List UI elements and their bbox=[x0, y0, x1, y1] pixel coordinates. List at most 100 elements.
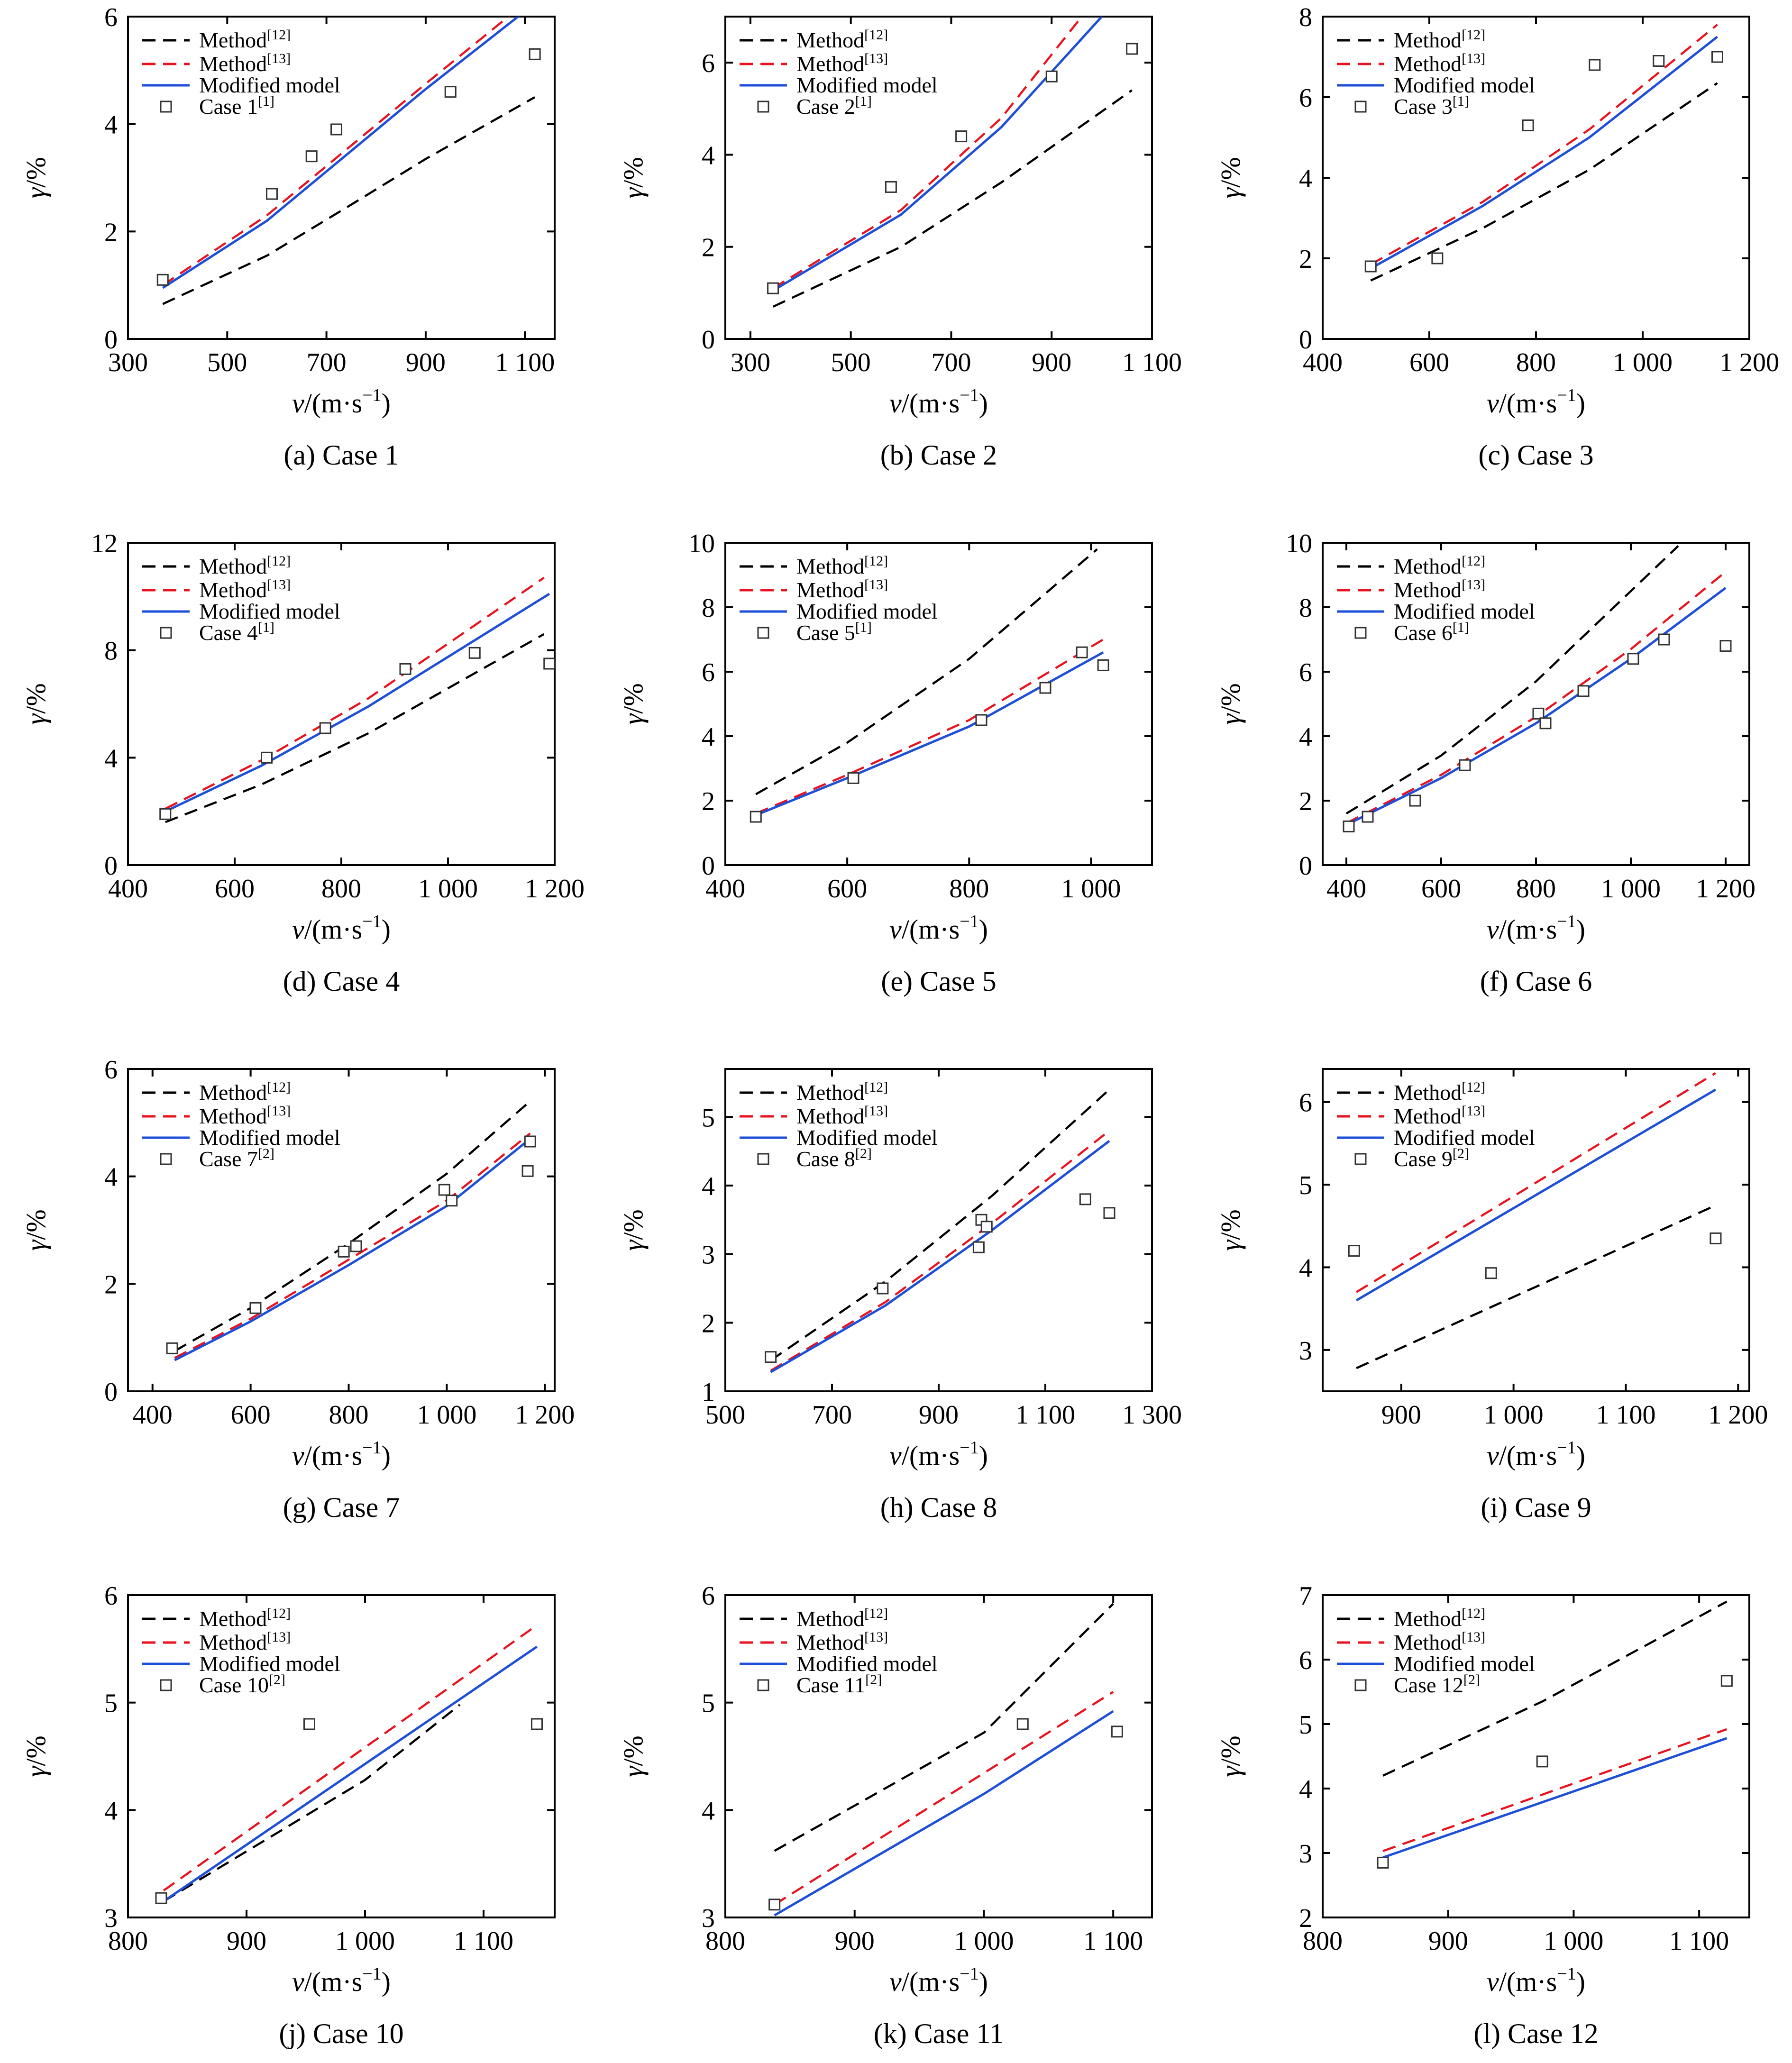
legend-swatch-exp bbox=[160, 1153, 172, 1165]
data-point bbox=[1364, 260, 1377, 273]
y-tick-label: 3 bbox=[702, 1904, 715, 1933]
plot-frame bbox=[724, 1594, 1153, 1918]
legend-label-method13: Method[13] bbox=[796, 51, 888, 76]
y-tick-label: 4 bbox=[702, 1172, 715, 1201]
series-line-m12 bbox=[1370, 82, 1718, 282]
x-tick-label: 800 bbox=[108, 1926, 148, 1956]
x-tick-label: 400 bbox=[1326, 874, 1366, 904]
legend-label-method13: Method[13] bbox=[796, 577, 888, 602]
data-layer bbox=[768, 1603, 1123, 1917]
series-line-m12 bbox=[1382, 1600, 1728, 1777]
legend-label-case: Case 2[1] bbox=[796, 93, 872, 119]
subplot-caption: (j) Case 10 bbox=[279, 2018, 403, 2049]
legend-label-case: Case 10[2] bbox=[199, 1672, 285, 1697]
data-point bbox=[750, 811, 762, 823]
y-tick-label: 0 bbox=[702, 325, 715, 355]
x-tick-label: 500 bbox=[207, 348, 247, 377]
data-point bbox=[1653, 55, 1665, 67]
plot-frame bbox=[724, 542, 1153, 866]
data-point bbox=[438, 1184, 450, 1196]
data-point bbox=[1076, 646, 1088, 658]
legend-label-method12: Method[12] bbox=[1394, 553, 1485, 578]
y-tick-label: 6 bbox=[104, 1581, 118, 1611]
series-line-m12 bbox=[774, 1603, 1114, 1852]
legend-swatch-exp bbox=[757, 1679, 769, 1691]
y-tick-label: 4 bbox=[104, 1163, 118, 1192]
x-tick-label: 800 bbox=[329, 1400, 369, 1430]
x-tick-label: 800 bbox=[1516, 874, 1556, 904]
x-tick-label: 1 200 bbox=[1696, 874, 1755, 904]
subplot-caption: (a) Case 1 bbox=[283, 439, 399, 471]
y-axis-label: γ/% bbox=[1215, 1209, 1246, 1251]
data-point bbox=[1720, 1675, 1733, 1687]
data-point bbox=[1079, 1193, 1091, 1205]
x-tick-label: 400 bbox=[705, 874, 745, 904]
y-axis-label: γ/% bbox=[20, 683, 51, 724]
data-point bbox=[847, 772, 859, 784]
data-point bbox=[1485, 1267, 1497, 1279]
subplot-caption: (c) Case 3 bbox=[1478, 439, 1593, 471]
series-line-m12 bbox=[163, 1704, 461, 1902]
series-line-mod bbox=[163, 1645, 538, 1903]
subplot-caption: (g) Case 7 bbox=[283, 1492, 400, 1523]
series-line-m12 bbox=[162, 96, 536, 305]
series-line-m12 bbox=[772, 89, 1133, 308]
plot-frame bbox=[724, 1068, 1153, 1392]
x-tick-label: 1 100 bbox=[1596, 1400, 1655, 1430]
y-axis-label: γ/% bbox=[1215, 1735, 1246, 1777]
subplot-8: 500 700 900 1 100 1 300 1 2 3 4 5 v/(m·s−1) γ/% (h) … bbox=[618, 1068, 1182, 1523]
x-axis-label: v/(m·s−1) bbox=[292, 385, 391, 419]
x-tick-label: 600 bbox=[231, 1400, 271, 1430]
legend-label-method12: Method[12] bbox=[199, 1079, 291, 1105]
x-tick-label: 900 bbox=[227, 1926, 266, 1956]
x-tick-label: 400 bbox=[1303, 348, 1343, 377]
data-point bbox=[156, 274, 169, 286]
y-tick-label: 6 bbox=[702, 49, 715, 78]
series-line-m13 bbox=[774, 1691, 1114, 1906]
x-tick-label: 1 100 bbox=[1669, 1926, 1729, 1956]
y-tick-label: 3 bbox=[1299, 1839, 1312, 1869]
x-tick-label: 1 200 bbox=[1708, 1400, 1768, 1430]
data-point bbox=[265, 188, 278, 200]
data-point bbox=[303, 1718, 315, 1730]
x-tick-label: 1 000 bbox=[1601, 874, 1661, 904]
data-point bbox=[1377, 1856, 1389, 1869]
y-tick-label: 2 bbox=[1299, 245, 1312, 274]
legend-label-method12: Method[12] bbox=[796, 27, 888, 52]
data-point bbox=[975, 714, 987, 726]
legend-label-case: Case 7[2] bbox=[199, 1146, 274, 1171]
x-tick-label: 1 100 bbox=[454, 1926, 513, 1956]
x-tick-label: 300 bbox=[108, 348, 148, 377]
data-point bbox=[1431, 252, 1444, 265]
series-line-m13 bbox=[165, 576, 545, 810]
series-line-m13 bbox=[163, 1624, 538, 1892]
x-axis-label: v/(m·s−1) bbox=[1487, 385, 1585, 419]
data-layer bbox=[1377, 1600, 1733, 1869]
subplot-caption: (h) Case 8 bbox=[880, 1492, 997, 1523]
subplot-10: 800 900 1 000 1 100 3 4 5 6 v/(m·s−1) γ/% (j) Case… bbox=[20, 1581, 556, 2049]
subplot-11: 800 900 1 000 1 100 3 4 5 6 v/(m·s−1) γ/% (k) Case… bbox=[618, 1581, 1153, 2049]
legend-label-case: Case 11[2] bbox=[796, 1672, 882, 1697]
y-tick-label: 0 bbox=[1299, 851, 1312, 881]
data-point bbox=[1409, 794, 1421, 807]
subplot-2: 300 500 700 900 1 100 0 2 4 6 v/(m·s−1) γ/% (b) Cas… bbox=[618, 16, 1182, 471]
y-axis-label: γ/% bbox=[618, 683, 649, 724]
y-axis-label: γ/% bbox=[618, 157, 649, 198]
x-tick-label: 500 bbox=[831, 348, 871, 377]
legend-label-modified: Modified model bbox=[796, 1652, 938, 1676]
y-tick-label: 2 bbox=[702, 233, 715, 263]
legend-label-method12: Method[12] bbox=[1394, 1079, 1485, 1105]
subplot-9: 900 1 000 1 100 1 200 3 4 5 6 v/(m·s−1) γ/% (i) Ca… bbox=[1215, 1068, 1768, 1523]
y-tick-label: 2 bbox=[702, 787, 715, 816]
series-line-mod bbox=[162, 17, 520, 289]
data-point bbox=[1719, 640, 1732, 652]
x-tick-label: 600 bbox=[1409, 348, 1449, 377]
legend-label-method12: Method[12] bbox=[796, 553, 888, 578]
x-tick-label: 1 000 bbox=[1544, 1926, 1603, 1956]
legend-label-method12: Method[12] bbox=[199, 553, 291, 578]
x-axis-label: v/(m·s−1) bbox=[292, 1964, 391, 1997]
data-point bbox=[1459, 759, 1471, 771]
y-tick-label: 3 bbox=[104, 1904, 118, 1933]
legend-label-modified: Modified model bbox=[199, 1125, 340, 1150]
